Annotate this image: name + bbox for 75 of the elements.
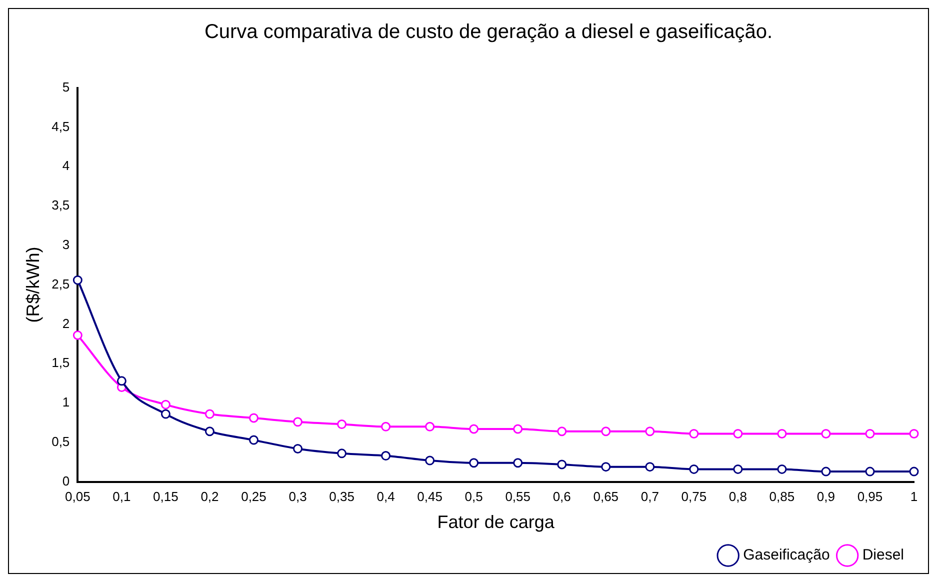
x-tick-label: 0,8 bbox=[728, 489, 747, 504]
x-tick-label: 0,85 bbox=[769, 489, 795, 504]
point bbox=[909, 428, 919, 438]
point bbox=[248, 435, 258, 445]
x-tick-label: 0,65 bbox=[593, 489, 619, 504]
y-tick-label: 4,5 bbox=[52, 118, 70, 134]
point bbox=[557, 426, 567, 436]
point bbox=[469, 458, 479, 468]
y-tick-label: 0 bbox=[62, 473, 70, 488]
x-tick-label: 0,2 bbox=[200, 489, 219, 504]
y-tick-label: 5 bbox=[62, 79, 70, 94]
point bbox=[72, 275, 82, 285]
point bbox=[821, 466, 831, 476]
point bbox=[909, 466, 919, 476]
x-tick-label: 0,15 bbox=[153, 489, 178, 504]
point bbox=[337, 420, 347, 430]
point bbox=[733, 464, 743, 474]
chart-title: Curva comparativa de custo de geração a diesel e gaseificação. bbox=[203, 20, 774, 45]
x-tick-label: 0,05 bbox=[65, 489, 90, 504]
x-tick-label: 0,4 bbox=[376, 489, 395, 504]
point bbox=[601, 462, 611, 472]
point bbox=[160, 409, 170, 419]
point bbox=[777, 428, 787, 438]
x-tick-label: 0,1 bbox=[112, 489, 131, 504]
x-tick-label: 1 bbox=[910, 489, 918, 504]
point bbox=[733, 428, 743, 438]
point bbox=[293, 417, 303, 427]
point bbox=[204, 409, 214, 419]
x-tick-label: 0,55 bbox=[505, 489, 530, 504]
point bbox=[513, 424, 523, 434]
x-tick-label: 0,45 bbox=[417, 489, 442, 504]
point bbox=[337, 448, 347, 458]
y-tick-label: 1,5 bbox=[52, 355, 70, 370]
y-tick-label: 0,5 bbox=[52, 434, 70, 449]
point bbox=[425, 456, 435, 466]
point bbox=[821, 428, 831, 438]
y-axis-title: (R$/kWh) bbox=[22, 246, 43, 323]
point bbox=[645, 462, 655, 472]
point bbox=[293, 444, 303, 454]
point bbox=[689, 428, 699, 438]
point bbox=[557, 460, 567, 470]
point bbox=[601, 426, 611, 436]
point bbox=[689, 464, 699, 474]
x-tick-label: 0,5 bbox=[464, 489, 483, 504]
x-axis-title: Fator de carga bbox=[437, 512, 556, 532]
point bbox=[248, 413, 258, 423]
point bbox=[160, 400, 170, 410]
y-tick-label: 1 bbox=[62, 394, 70, 410]
y-tick-label: 3 bbox=[62, 236, 70, 252]
point bbox=[865, 466, 875, 476]
point bbox=[381, 422, 391, 432]
x-tick-label: 0,3 bbox=[288, 489, 307, 504]
point bbox=[645, 426, 655, 436]
x-tick-label: 0,9 bbox=[816, 489, 836, 504]
y-tick-label: 3,5 bbox=[52, 198, 70, 213]
point bbox=[204, 426, 214, 436]
point bbox=[469, 424, 479, 434]
y-tick-label: 4 bbox=[62, 158, 70, 174]
point bbox=[425, 422, 435, 432]
point bbox=[72, 330, 82, 340]
x-tick-label: 0,75 bbox=[681, 489, 707, 504]
x-tick-label: 0,25 bbox=[241, 489, 266, 504]
point bbox=[513, 458, 523, 468]
legend-label: Diesel bbox=[862, 546, 904, 564]
x-tick-label: 0,35 bbox=[329, 489, 354, 504]
point bbox=[865, 428, 875, 438]
point bbox=[116, 376, 126, 386]
point bbox=[777, 464, 787, 474]
point bbox=[381, 451, 391, 461]
legend-label: Gaseificação bbox=[743, 546, 830, 564]
x-tick-label: 0,95 bbox=[857, 489, 883, 504]
x-tick-label: 0,6 bbox=[552, 489, 571, 504]
x-tick-label: 0,7 bbox=[640, 489, 659, 504]
y-tick-label: 2 bbox=[62, 316, 70, 331]
y-tick-label: 2,5 bbox=[52, 276, 70, 292]
